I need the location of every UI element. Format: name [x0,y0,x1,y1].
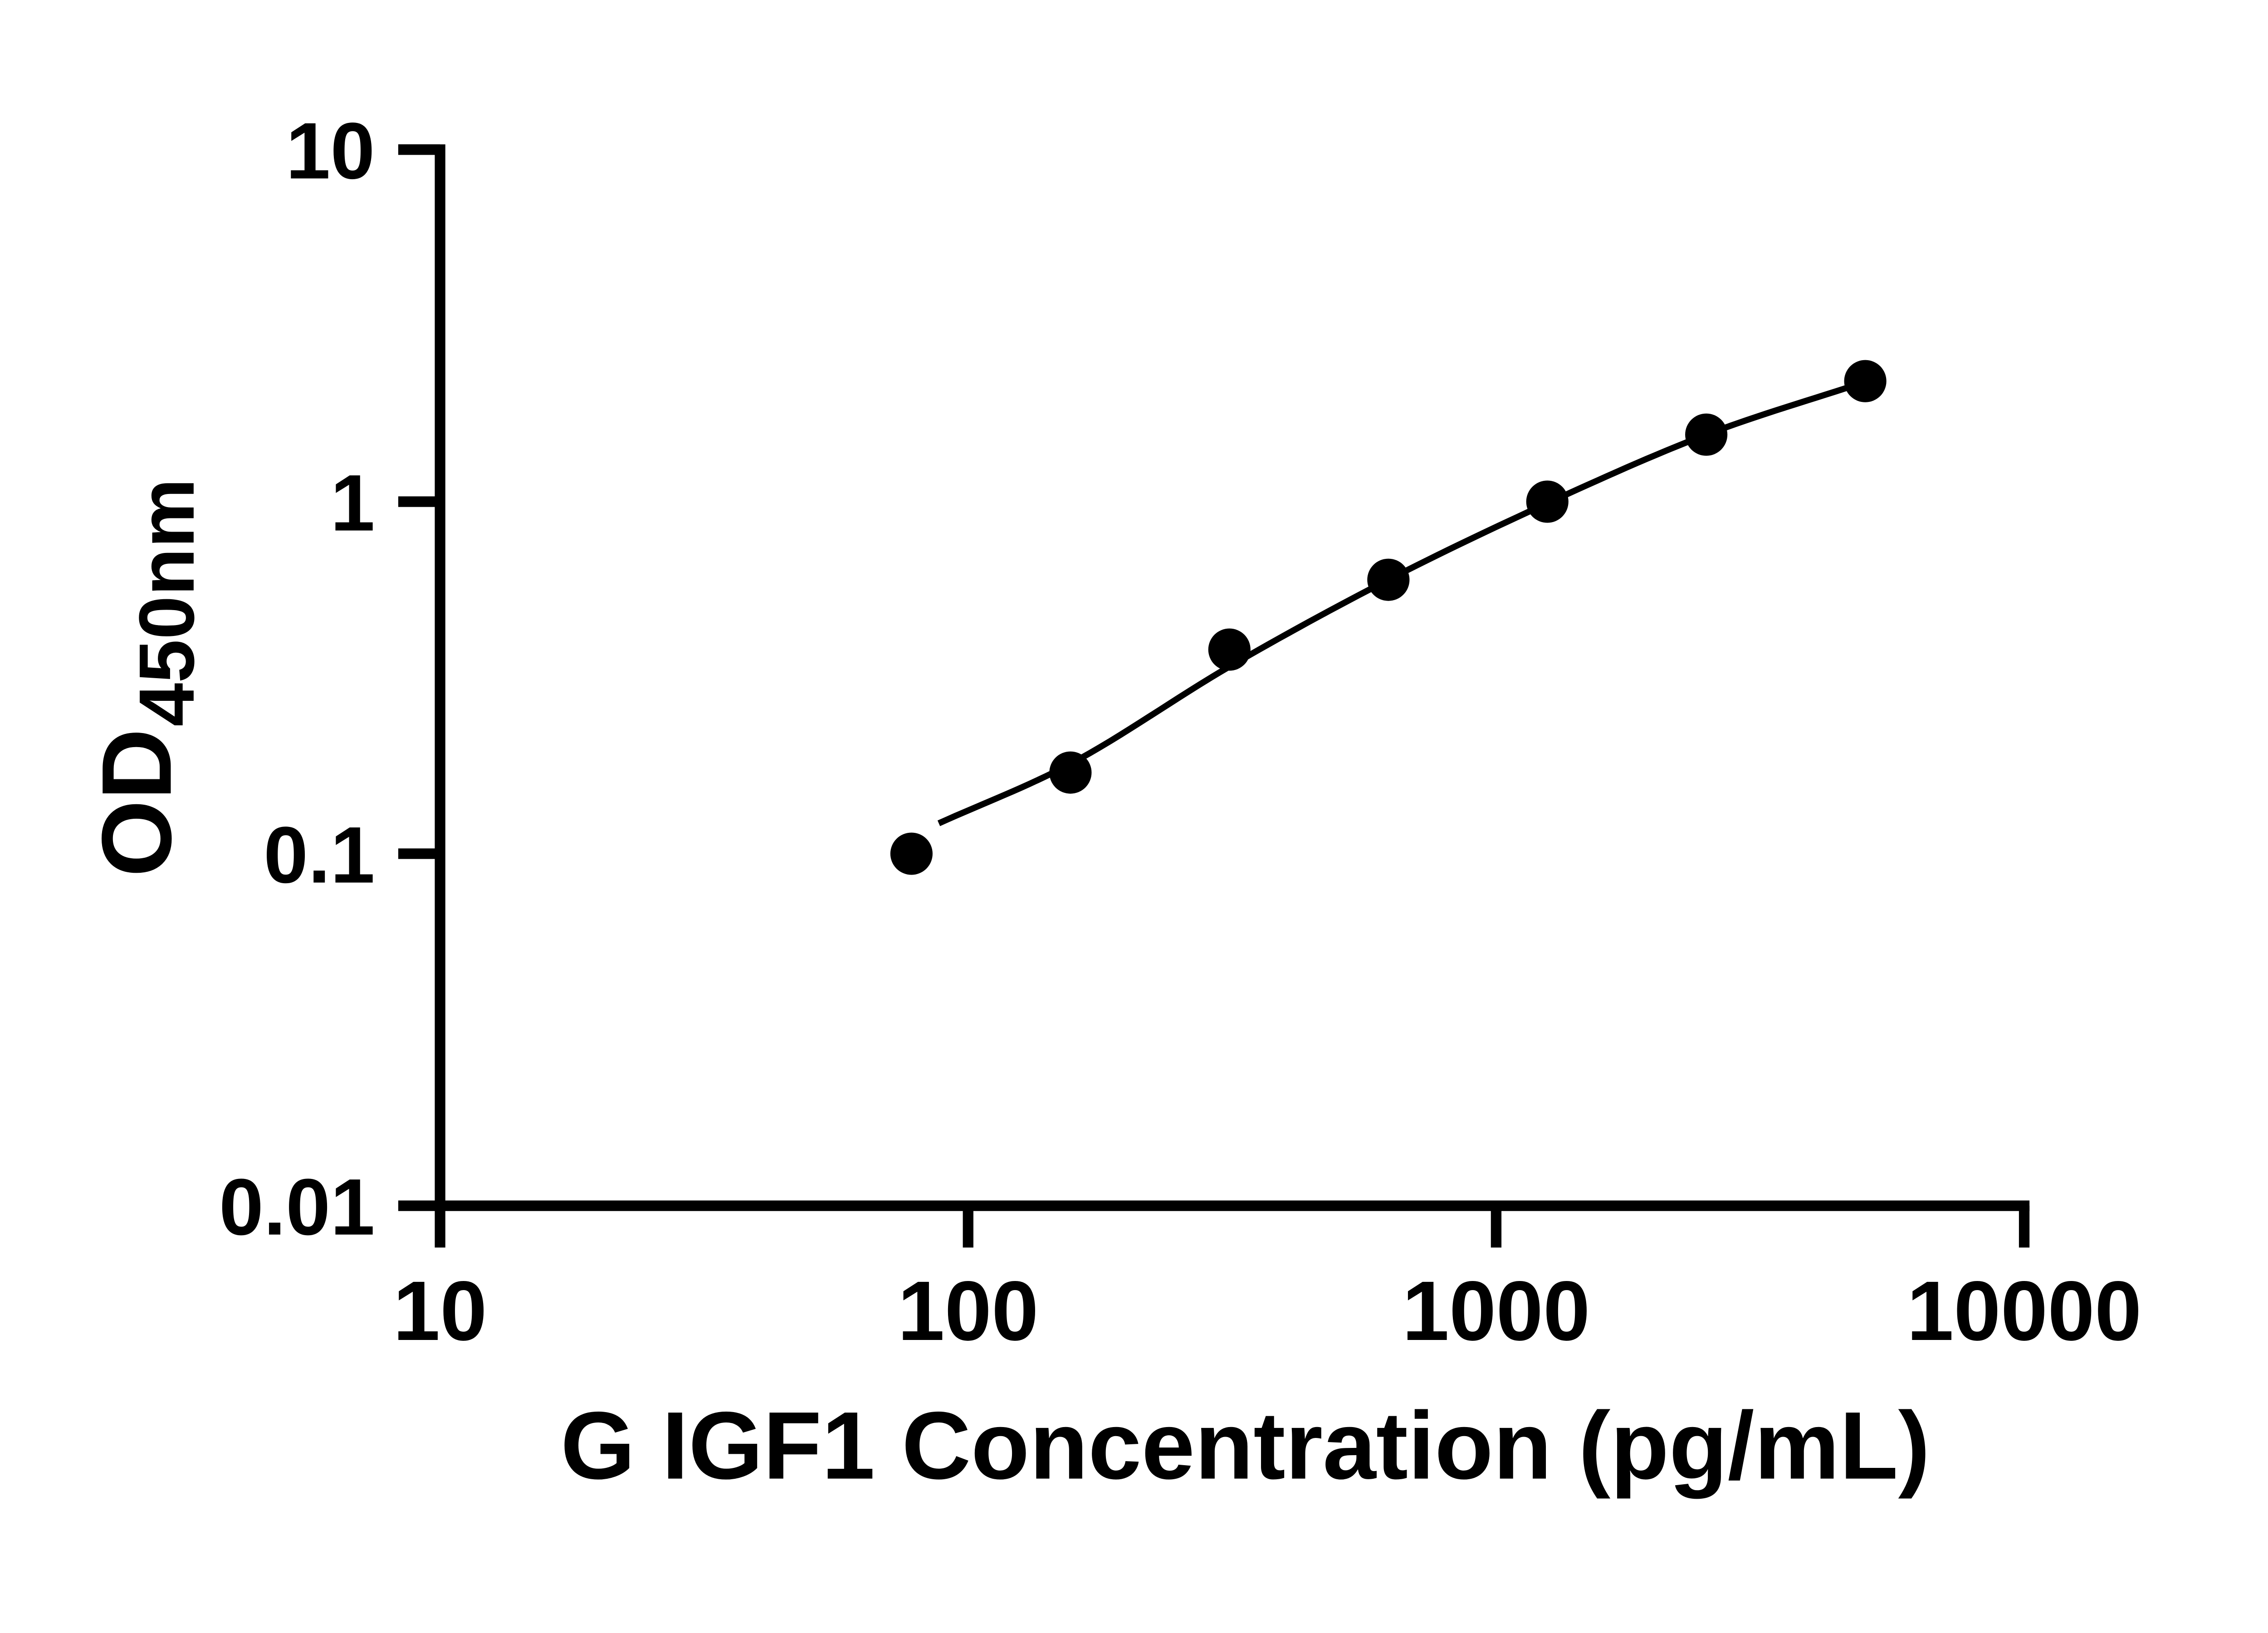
x-tick-label: 1000 [1402,1264,1590,1358]
axis-ticks [398,144,2030,1248]
y-tick-label: 1 [330,458,375,548]
data-point [1685,413,1728,456]
standard-curve-chart: 10 1 0.1 0.01 10 100 1000 10000 G IGF1 Concent… [81,106,2142,1499]
x-axis-tick-labels: 10 100 1000 10000 [393,1264,2142,1358]
data-point [1844,360,1887,402]
y-tick-label: 10 [286,106,375,196]
y-tick-label: 0.1 [264,811,375,900]
data-point [890,832,933,875]
y-axis-title: OD 450nm [81,479,210,877]
x-axis-title: G IGF1 Concentration (pg/mL) [561,1392,1930,1499]
data-point [1208,628,1251,671]
y-axis-title-main: OD [81,728,192,877]
x-tick-label: 10 [393,1264,487,1358]
elisa-standard-curve-figure: 10 1 0.1 0.01 10 100 1000 10000 G IGF1 Concent… [81,106,2142,1499]
x-tick-label: 10000 [1907,1264,2142,1358]
data-points [890,360,1887,875]
x-tick-label: 100 [898,1264,1039,1358]
data-point [1526,480,1569,523]
y-axis-title-subscript: 450nm [123,479,210,727]
data-point [1049,751,1092,794]
data-point [1367,558,1410,601]
y-tick-label: 0.01 [219,1163,375,1252]
y-axis-tick-labels: 10 1 0.1 0.01 [219,106,375,1252]
